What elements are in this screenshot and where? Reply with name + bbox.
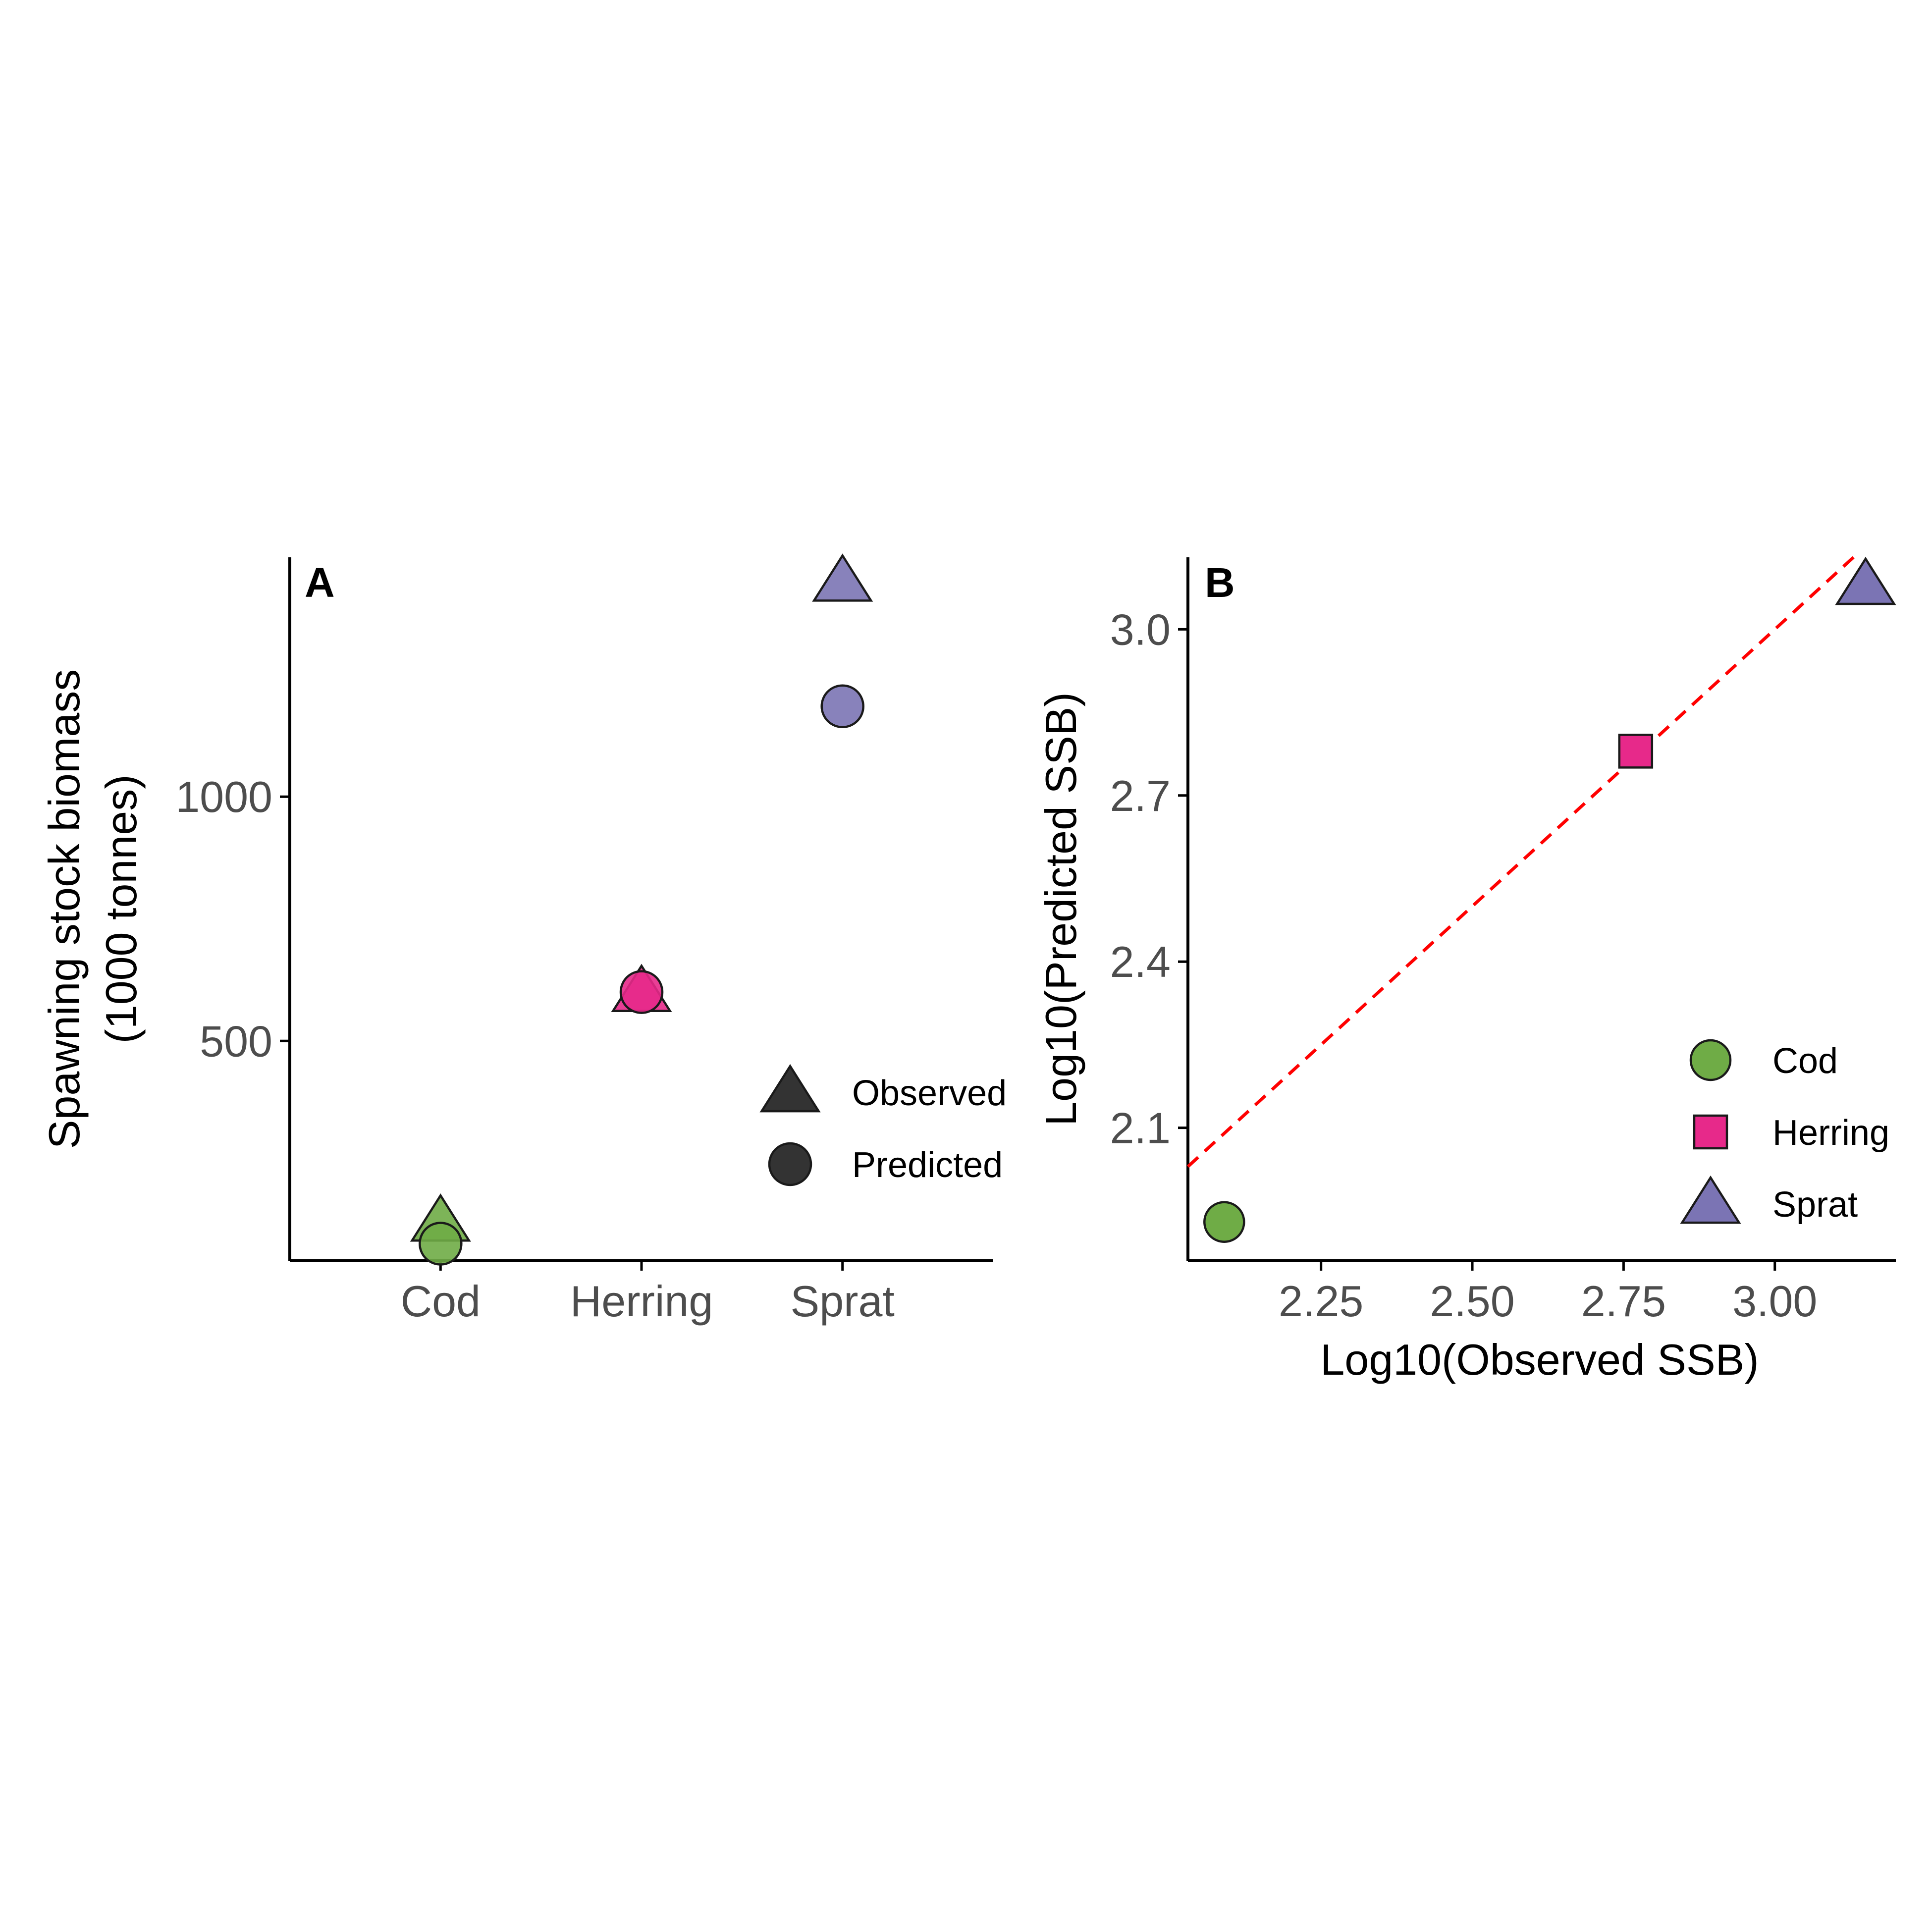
panel-b-y-tick-label: 2.4 [1110,937,1171,986]
panel-b-legend-key-sprat [1680,1175,1741,1224]
panel-a-legend: Observed Predicted [759,1064,1007,1186]
panel-b-y-tick-label: 2.1 [1110,1104,1171,1153]
panel-a-predicted-herring-mark [619,970,664,1014]
panel-a-predicted-sprat-mark [820,684,864,729]
panel-b-legend: Cod Herring Sprat [1680,1039,1889,1225]
panel-b-legend-label: Herring [1772,1113,1889,1153]
panel-a-axes: 500 1000 Cod Herring Sprat [175,557,993,1326]
panel-a-legend-label: Observed [852,1073,1007,1113]
panel-a-observed-sprat-mark [812,553,873,602]
panel-b-point-sprat [1835,556,1896,605]
panel-b-xlabel: Log10(Observed SSB) [1320,1335,1759,1384]
panel-b-legend-key-herring [1693,1114,1728,1150]
panel-a-ylabel-line-1: Spawning stock biomass [40,669,89,1149]
panel-b-legend-key-cod [1689,1039,1732,1081]
panel-a-predicted-cod-mark [419,1222,463,1266]
panel-b-legend-label: Cod [1772,1041,1838,1081]
panel-a-legend-key-observed [759,1064,821,1113]
panel-a-y-tick-label: 500 [200,1017,272,1066]
panel-b-point-herring [1618,734,1654,769]
panel-b-y-tick-label: 3.0 [1110,605,1171,654]
panel-a-x-tick-label: Sprat [791,1277,895,1326]
panel-a-y-tick-label: 1000 [175,772,272,821]
panel-a: A Spawning stock biomass (1000 tonnes) 5… [40,553,1007,1326]
panel-b-y-tick-label: 2.7 [1110,771,1171,820]
panel-a-x-tick-label: Herring [570,1277,713,1326]
panel-b-identity-line [1186,556,1855,1168]
panel-b-legend-label: Sprat [1772,1185,1858,1225]
panel-b-ylabel: Log10(Predicted SSB) [1036,692,1085,1126]
panel-a-legend-label: Predicted [852,1145,1003,1185]
panel-b-x-tick-label: 2.50 [1430,1277,1514,1326]
panel-a-x-tick-label: Cod [401,1277,481,1326]
panel-a-ylabel-line-2: (1000 tonnes) [97,774,146,1043]
panel-b-marks [1186,556,1896,1243]
panel-b-x-tick-label: 3.00 [1732,1277,1817,1326]
panel-a-legend-key-predicted [768,1142,812,1186]
panel-b: B Log10(Observed SSB) Log10(Predicted SS… [1036,556,1896,1384]
panel-a-tag: A [305,559,335,606]
panel-b-point-cod [1203,1201,1245,1243]
panel-a-marks [410,553,873,1266]
panel-b-axes: 2.1 2.4 2.7 3.0 2.25 2.50 2.75 3.00 [1110,557,1896,1326]
panel-b-tag: B [1205,559,1235,606]
panel-b-x-tick-label: 2.75 [1581,1277,1666,1326]
panel-b-x-tick-label: 2.25 [1279,1277,1363,1326]
